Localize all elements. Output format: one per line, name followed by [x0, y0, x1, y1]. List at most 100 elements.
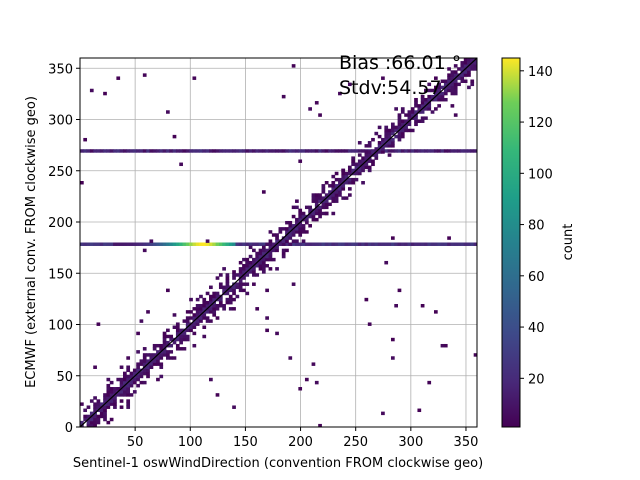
heatmap-bin	[106, 377, 111, 382]
heatmap-bin	[377, 125, 382, 130]
heatmap-bin	[331, 193, 336, 197]
heatmap-bin	[268, 149, 273, 153]
heatmap-bin	[427, 97, 432, 102]
heatmap-bin	[89, 423, 94, 427]
heatmap-bin	[397, 119, 402, 123]
heatmap-bin	[268, 251, 273, 256]
heatmap-bin	[275, 239, 279, 243]
heatmap-bin	[404, 242, 408, 246]
heatmap-bin	[83, 149, 88, 153]
heatmap-bin	[308, 214, 312, 219]
heatmap-bin	[397, 288, 402, 293]
heatmap-bin	[142, 73, 147, 77]
heatmap-bin	[212, 313, 217, 317]
heatmap-bin	[255, 257, 260, 262]
heatmap-bin	[400, 110, 405, 114]
heatmap-bin	[238, 288, 243, 293]
heatmap-bin	[314, 202, 319, 206]
heatmap-bin	[142, 359, 147, 363]
heatmap-bin	[473, 353, 477, 357]
heatmap-bin	[457, 67, 461, 71]
heatmap-bin	[463, 70, 468, 74]
heatmap-bin	[252, 273, 256, 277]
heatmap-bin	[212, 242, 217, 246]
heatmap-bin	[357, 159, 362, 163]
heatmap-bin	[96, 405, 101, 409]
heatmap-bin	[119, 399, 124, 403]
heatmap-bin	[288, 227, 293, 231]
heatmap-bin	[433, 107, 438, 111]
heatmap-bin	[453, 88, 458, 93]
heatmap-bin	[460, 79, 465, 83]
heatmap-bin	[321, 187, 326, 191]
heatmap-bin	[218, 273, 223, 277]
heatmap-bin	[291, 205, 296, 210]
heatmap-bin	[212, 291, 217, 296]
heatmap-bin	[295, 217, 299, 222]
heatmap-bin	[99, 408, 104, 413]
heatmap-bin	[258, 149, 263, 153]
heatmap-bin	[103, 405, 107, 409]
heatmap-bin	[126, 374, 131, 379]
heatmap-bin	[265, 257, 269, 262]
heatmap-bin	[384, 144, 389, 148]
heatmap-bin	[311, 193, 316, 197]
heatmap-bin	[175, 337, 180, 342]
heatmap-bin	[172, 340, 177, 345]
heatmap-bin	[275, 236, 279, 240]
heatmap-bin	[179, 347, 183, 351]
heatmap-bin	[371, 137, 375, 142]
heatmap-bin	[324, 211, 329, 216]
heatmap-bin	[123, 374, 127, 379]
heatmap-bin	[384, 131, 389, 136]
heatmap-bin	[331, 149, 336, 153]
heatmap-bin	[414, 242, 418, 246]
heatmap-bin	[321, 211, 326, 216]
heatmap-bin	[80, 149, 84, 153]
heatmap-bin	[199, 294, 203, 299]
heatmap-bin	[159, 343, 164, 348]
heatmap-bin	[344, 181, 349, 185]
heatmap-bin	[248, 245, 253, 250]
heatmap-bin	[470, 64, 475, 68]
heatmap-bin	[245, 291, 250, 296]
heatmap-bin	[361, 168, 365, 173]
heatmap-bin	[106, 396, 111, 400]
y-tick-label: 350	[48, 62, 73, 77]
heatmap-bin	[460, 242, 465, 246]
heatmap-bin	[374, 147, 379, 151]
heatmap-bin	[252, 257, 256, 262]
heatmap-bin	[301, 230, 306, 234]
heatmap-bin	[222, 149, 226, 153]
heatmap-bin	[417, 107, 422, 111]
x-axis-label: Sentinel-1 oswWindDirection (convention …	[73, 456, 483, 471]
heatmap-bin	[129, 383, 134, 388]
heatmap-bin	[248, 260, 253, 265]
heatmap-bin	[341, 196, 346, 200]
heatmap-bin	[377, 242, 382, 246]
heatmap-bin	[149, 356, 154, 360]
heatmap-bin	[113, 242, 117, 246]
heatmap-bin	[338, 193, 342, 197]
heatmap-bin	[321, 190, 326, 194]
heatmap-bin	[146, 242, 150, 246]
heatmap-bin	[420, 304, 425, 308]
heatmap-bin	[242, 242, 246, 246]
heatmap-bin	[109, 149, 114, 153]
heatmap-bin	[199, 149, 203, 153]
heatmap-bin	[450, 82, 455, 87]
heatmap-bin	[179, 340, 183, 345]
heatmap-bin	[467, 149, 471, 153]
heatmap-bin	[298, 233, 303, 237]
heatmap-bin	[440, 149, 445, 153]
heatmap-bin	[179, 162, 183, 167]
heatmap-bin	[440, 91, 445, 96]
heatmap-bin	[152, 353, 157, 357]
heatmap-bin	[295, 199, 299, 203]
heatmap-bin	[93, 417, 97, 422]
heatmap-bin	[252, 248, 256, 253]
heatmap-bin	[427, 82, 432, 87]
heatmap-bin	[347, 149, 352, 153]
heatmap-bin	[367, 165, 372, 170]
heatmap-bin	[285, 149, 289, 153]
